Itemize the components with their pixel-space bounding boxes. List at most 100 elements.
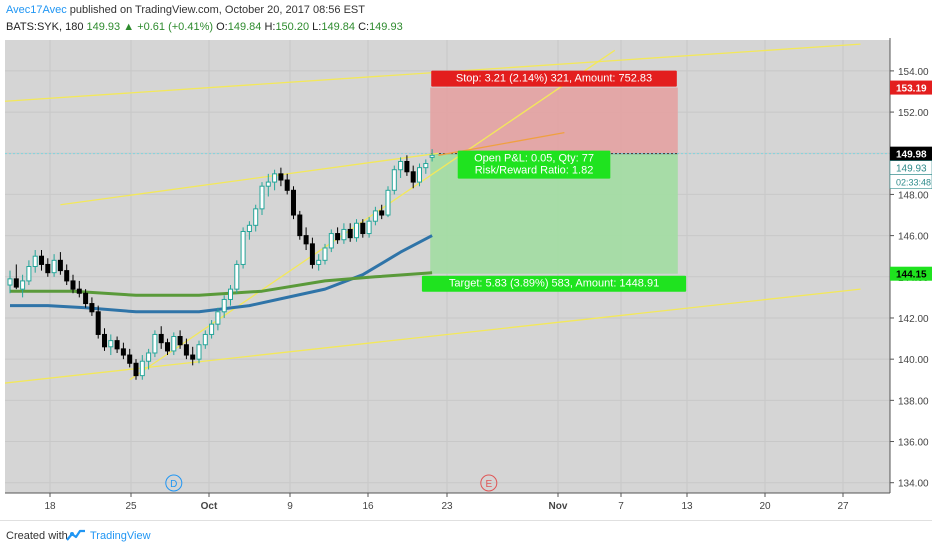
time-tick-label: 16 — [362, 501, 374, 512]
candle-up — [209, 323, 215, 335]
candle-down — [120, 348, 126, 356]
candle-down — [379, 210, 385, 216]
price-tick-label: 138.00 — [898, 396, 929, 407]
candle-down — [158, 333, 164, 344]
candle-down — [89, 303, 95, 313]
candle-down — [309, 243, 315, 265]
candle-down — [64, 270, 70, 282]
candle-down — [45, 263, 51, 274]
low-label: L: — [312, 21, 322, 33]
event-marker — [480, 474, 498, 492]
target-label-text: Target: 5.83 (3.89%) 583, Amount: 1448.9… — [449, 278, 659, 290]
tradingview-logo-icon[interactable] — [66, 528, 86, 542]
target-label: Target: 5.83 (3.89%) 583, Amount: 1448.9… — [421, 275, 687, 292]
time-tick-label: 25 — [125, 501, 137, 512]
publisher-link[interactable]: Avec17Avec — [6, 4, 67, 16]
candle-up — [328, 233, 334, 249]
candle-up — [139, 360, 145, 377]
price-chart[interactable]: Stop: 3.21 (2.14%) 321, Amount: 752.83 Ta… — [0, 38, 932, 520]
chart-header: Avec17Avec published on TradingView.com,… — [0, 0, 932, 40]
symbol-label: BATS:SYK, 180 — [6, 21, 84, 33]
price-marker-label: 149.93 — [896, 164, 927, 175]
event-marker — [165, 474, 183, 492]
candle-down — [114, 340, 120, 350]
candle-up — [221, 298, 227, 313]
candle-down — [183, 344, 189, 356]
candle-down — [13, 278, 19, 288]
candle-down — [127, 354, 133, 364]
high-label: H: — [264, 21, 276, 33]
tradingview-brand-link[interactable]: TradingView — [90, 530, 151, 542]
time-tick-label: 20 — [759, 501, 771, 512]
candle-down — [70, 280, 76, 290]
candle-down — [410, 171, 416, 183]
candle-up — [234, 263, 240, 290]
time-tick-label: 13 — [681, 501, 693, 512]
candle-up — [372, 210, 378, 222]
publish-info: Avec17Avec published on TradingView.com,… — [6, 4, 365, 16]
candle-down — [335, 233, 341, 241]
candle-down — [133, 362, 139, 377]
candle-up — [341, 228, 347, 241]
time-tick-label: Nov — [549, 501, 568, 512]
close-label: C: — [358, 21, 370, 33]
candle-up — [171, 336, 177, 352]
candle-down — [95, 311, 101, 335]
stop-label: Stop: 3.21 (2.14%) 321, Amount: 752.83 — [431, 70, 677, 87]
time-tick-label: 9 — [287, 501, 293, 512]
footer: Created with TradingView — [0, 520, 932, 551]
price-tick-label: 146.00 — [898, 232, 929, 243]
chart-area[interactable]: Stop: 3.21 (2.14%) 321, Amount: 752.83 Ta… — [0, 38, 932, 520]
candle-down — [297, 214, 303, 237]
candle-down — [190, 354, 196, 360]
candle-up — [423, 163, 429, 169]
time-tick-label: 23 — [441, 501, 453, 512]
candle-up — [259, 185, 265, 210]
candle-up — [146, 352, 152, 362]
candle-down — [347, 228, 353, 239]
candle-up — [202, 333, 208, 346]
candle-down — [278, 173, 284, 181]
candle-up — [398, 160, 404, 171]
candle-down — [102, 333, 107, 348]
price-marker-label: 144.15 — [896, 270, 927, 281]
pnl-label-bg — [457, 150, 611, 179]
price-change: +0.61 (+0.41%) — [137, 21, 214, 33]
close-value: 149.93 — [369, 21, 403, 33]
candle-down — [57, 259, 63, 272]
candle-up — [196, 344, 202, 360]
candle-down — [284, 179, 290, 191]
plot-layer — [5, 43, 861, 384]
time-tick-label: 7 — [618, 501, 624, 512]
candle-down — [177, 336, 183, 346]
candle-up — [152, 333, 158, 354]
high-value: 150.20 — [275, 21, 310, 33]
candle-up — [354, 222, 359, 239]
price-tick-label: 148.00 — [898, 190, 929, 201]
candle-up — [20, 280, 26, 290]
candle-up — [215, 311, 221, 325]
candle-up — [32, 255, 38, 267]
price-marker-label: 149.98 — [896, 150, 927, 161]
target-label-bg — [421, 275, 687, 292]
candle-up — [429, 154, 435, 158]
candle-up — [246, 224, 252, 232]
up-arrow-icon: ▲ — [123, 21, 135, 33]
open-label: O: — [216, 21, 228, 33]
pnl-label-text: Risk/Reward Ratio: 1.82 — [475, 165, 594, 177]
candle-up — [26, 266, 32, 282]
candle-down — [291, 189, 296, 216]
trendline — [60, 152, 439, 206]
stop-zone — [430, 87, 678, 154]
low-value: 149.84 — [321, 21, 355, 33]
event-marker-label: E — [485, 479, 492, 490]
candle-up — [108, 340, 114, 348]
time-tick-label: 27 — [837, 501, 849, 512]
symbol-info: BATS:SYK, 180 149.93 ▲ +0.61 (+0.41%) O:… — [6, 21, 403, 33]
candle-up — [272, 173, 278, 183]
price-marker-current — [890, 146, 932, 161]
price-tick-label: 154.00 — [898, 67, 929, 78]
stop-label-bg — [431, 70, 677, 87]
time-tick-label: Oct — [201, 501, 218, 512]
publish-text: published on TradingView.com, October 20… — [66, 4, 365, 16]
